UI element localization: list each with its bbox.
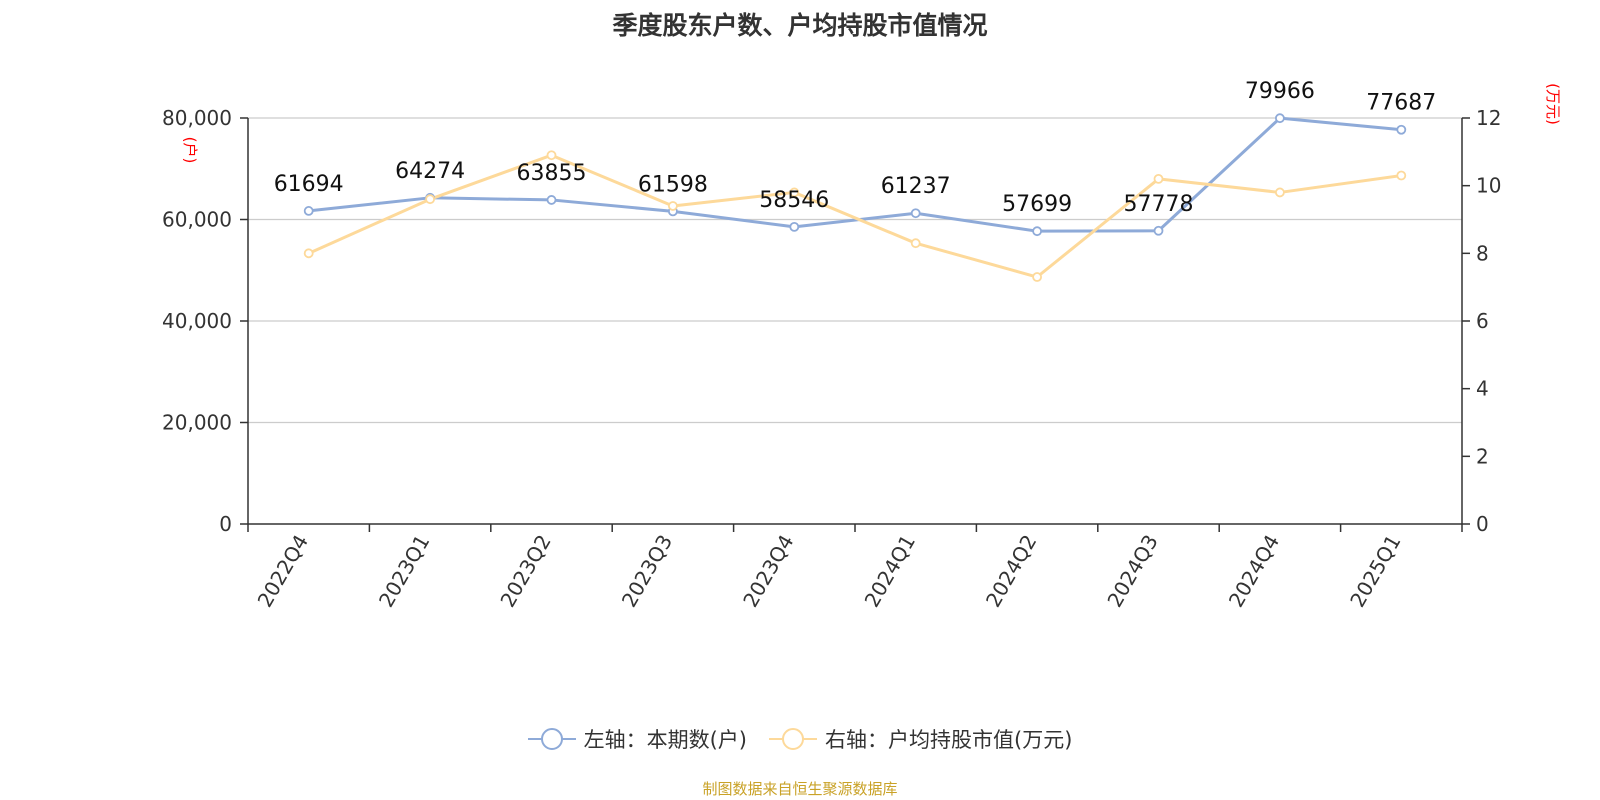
source-note: 制图数据来自恒生聚源数据库 — [702, 780, 898, 798]
legend-marker-blue-icon — [527, 728, 576, 750]
data-point-left — [1032, 226, 1042, 237]
data-point-right — [789, 187, 800, 198]
data-label: 61237 — [881, 174, 951, 199]
right-axis-tick-label: 0 — [1476, 512, 1489, 536]
data-label: 61598 — [638, 172, 708, 197]
data-label: 79966 — [1245, 79, 1315, 104]
right-axis-tick-label: 8 — [1476, 241, 1489, 265]
right-axis-tick-label: 10 — [1476, 174, 1501, 198]
data-label: 61694 — [274, 172, 344, 197]
data-label: 57699 — [1002, 192, 1072, 217]
left-axis-tick-label: 0 — [219, 512, 232, 536]
data-point-left — [546, 195, 557, 205]
left-axis-tick-label: 60,000 — [162, 208, 232, 232]
data-point-right — [1032, 272, 1042, 282]
legend-label-left-series: 左轴：本期数(户) — [583, 728, 747, 752]
data-point-right — [1275, 187, 1285, 198]
right-axis-tick-label: 6 — [1476, 309, 1489, 333]
right-axis-title: (万元) — [1544, 83, 1562, 125]
x-axis-tick-label: 2023Q1 — [374, 531, 434, 612]
x-axis-tick-label: 2024Q1 — [860, 531, 920, 612]
data-point-left — [1396, 124, 1407, 135]
data-point-right — [546, 150, 557, 161]
data-label: 57778 — [1124, 192, 1194, 217]
x-axis-tick-label: 2024Q4 — [1224, 531, 1284, 612]
x-axis-tick-label: 2023Q3 — [617, 531, 677, 612]
data-label: 63855 — [517, 161, 587, 186]
right-axis-tick-label: 4 — [1476, 377, 1489, 401]
x-axis-tick-label: 2025Q1 — [1345, 531, 1405, 612]
left-axis-tick-label: 40,000 — [162, 309, 232, 333]
legend-marker-yellow-icon — [769, 728, 817, 750]
x-axis-tick-label: 2023Q4 — [738, 531, 798, 612]
data-point-right — [425, 194, 436, 205]
data-label: 58546 — [759, 188, 829, 213]
series-line-left — [308, 116, 1402, 233]
right-axis-tick-label: 12 — [1476, 106, 1501, 130]
left-axis-tick-label: 20,000 — [162, 411, 232, 435]
data-point-left — [1153, 225, 1164, 236]
data-label: 77687 — [1366, 91, 1436, 116]
x-axis-tick-label: 2023Q2 — [495, 531, 555, 612]
x-axis-tick-label: 2024Q3 — [1102, 531, 1162, 612]
data-point-left — [1275, 113, 1285, 124]
legend-item-right-series[interactable]: 右轴：户均持股市值(万元) — [769, 724, 1072, 754]
left-axis-title: (户) — [181, 137, 199, 164]
series-line-right — [308, 153, 1402, 279]
legend-item-left-series[interactable]: 左轴：本期数(户) — [527, 724, 747, 754]
data-label: 64274 — [395, 159, 465, 184]
data-point-left — [910, 208, 921, 219]
left-axis-tick-label: 80,000 — [162, 106, 232, 130]
data-point-right — [1153, 173, 1164, 184]
data-point-right — [1396, 170, 1407, 181]
x-axis-tick-label: 2024Q2 — [981, 531, 1041, 612]
data-point-right — [910, 238, 921, 249]
data-point-left — [789, 221, 800, 232]
chart-title: 季度股东户数、户均持股市值情况 — [612, 11, 988, 40]
legend: 左轴：本期数(户) 右轴：户均持股市值(万元) — [0, 724, 1600, 754]
right-axis-tick-label: 2 — [1476, 444, 1489, 468]
legend-label-right-series: 右轴：户均持股市值(万元) — [825, 728, 1073, 752]
data-point-left — [303, 206, 314, 216]
data-point-right — [668, 201, 678, 211]
x-axis-tick-label: 2022Q4 — [253, 531, 313, 612]
data-point-right — [303, 248, 314, 259]
